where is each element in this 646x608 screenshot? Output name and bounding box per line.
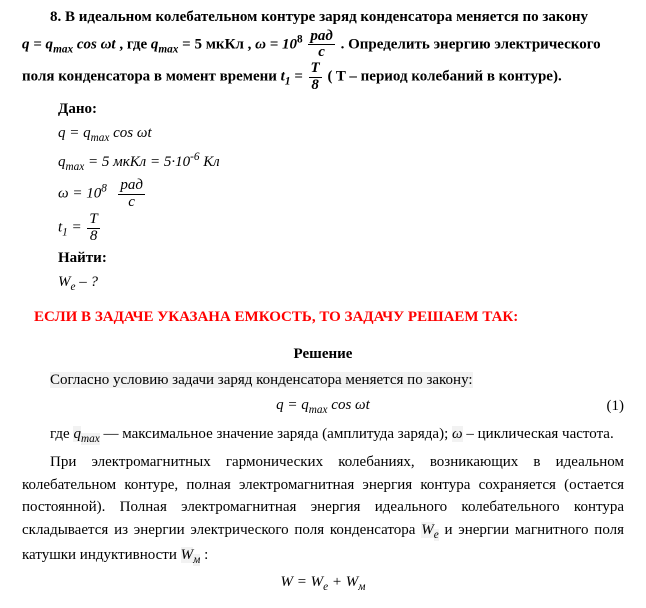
text: В идеальном колебательном контуре заряд … — [65, 9, 588, 25]
frac-den: 8 — [87, 228, 99, 245]
q-sub: max — [81, 433, 100, 445]
given-title: Дано: — [58, 98, 624, 121]
Wm-sub: м — [193, 554, 200, 566]
text: + W — [328, 574, 358, 590]
text: = — [68, 220, 86, 236]
eq-body: q = qmax cos ωt — [276, 394, 370, 419]
equation-number: (1) — [607, 395, 625, 418]
frac-T8: T 8 — [87, 212, 99, 245]
sub: max — [66, 161, 85, 173]
sub: м — [358, 581, 365, 593]
qmax-rhs: = 5 мкКл , — [178, 36, 255, 52]
frac-rad: рад с — [118, 178, 145, 211]
sup: 8 — [101, 182, 107, 194]
text: q = q — [58, 125, 91, 141]
given-row-qmax: qmax = 5 мкКл = 5·10-6 Кл — [58, 149, 624, 176]
omega-exp: 8 — [297, 33, 303, 45]
text: Согласно условию задачи заряд конденсато… — [50, 372, 473, 388]
solution-p1: Согласно условию задачи заряд конденсато… — [22, 369, 624, 392]
problem-statement: 8. В идеальном колебательном контуре зар… — [22, 6, 624, 94]
find-row: We – ? — [58, 271, 624, 296]
find-title: Найти: — [58, 247, 624, 270]
frac-den: с — [308, 44, 334, 61]
problem-line1: 8. В идеальном колебательном контуре зар… — [22, 6, 624, 29]
frac-num: рад — [308, 29, 334, 45]
solution-title: Решение — [22, 343, 624, 366]
text: ( T – период колебаний в контуре). — [327, 69, 561, 85]
where: , где — [119, 36, 151, 52]
text: W — [58, 274, 71, 290]
text: – циклическая частота. — [466, 426, 613, 442]
text: Кл — [199, 154, 219, 170]
frac-rad: рад с — [308, 29, 334, 62]
frac-num: T — [87, 212, 99, 228]
equation-2: W = We + Wм — [22, 571, 624, 596]
problem-number: 8. — [50, 9, 61, 25]
solution-p2: где qmax — максимальное значение заряда … — [22, 423, 624, 448]
text: : — [204, 547, 208, 563]
eq-q-sub: max — [53, 43, 73, 55]
We-sub: e — [434, 529, 439, 541]
eq-cos: cos ωt — [73, 36, 116, 52]
text: – ? — [76, 274, 99, 290]
Wm-sym: W — [181, 547, 194, 563]
frac-num: рад — [118, 178, 145, 194]
solution-p3: При электромагнитных гармонических колеб… — [22, 451, 624, 568]
frac-den: с — [118, 194, 145, 211]
conditional-hint: ЕСЛИ В ЗАДАЧЕ УКАЗАНА ЕМКОСТЬ, ТО ЗАДАЧУ… — [34, 306, 624, 329]
text: W = W — [281, 574, 324, 590]
text: поля конденсатора в момент времени — [22, 69, 281, 85]
text: . Определить энергию электрического — [341, 36, 601, 52]
text: где — [50, 426, 73, 442]
eq-q: q = q — [22, 36, 53, 52]
omega-eq: ω = 10 — [255, 36, 297, 52]
equation-1: q = qmax cos ωt (1) — [22, 394, 624, 419]
text: q — [58, 154, 66, 170]
frac-T8: T 8 — [309, 61, 322, 94]
sub: max — [309, 404, 328, 416]
text: ω = 10 — [58, 185, 101, 201]
eq-body: W = We + Wм — [281, 571, 366, 596]
frac-num: T — [309, 61, 322, 77]
qmax-sub: max — [158, 43, 178, 55]
text: = 5 мкКл = 5·10 — [84, 154, 190, 170]
text: q = q — [276, 397, 309, 413]
text: — максимальное значение заряда (амплитуд… — [103, 426, 452, 442]
q-sym: q — [73, 426, 81, 442]
omega-sym: ω — [452, 426, 463, 442]
t1-eq: = — [290, 69, 306, 85]
given-block: Дано: q = qmax cos ωt qmax = 5 мкКл = 5·… — [22, 98, 624, 297]
text: cos ωt — [328, 397, 370, 413]
given-row-t1: t1 = T 8 — [58, 212, 624, 245]
given-row-omega: ω = 108 рад с — [58, 178, 624, 211]
We-sym: W — [421, 522, 434, 538]
problem-line2: q = qmax cos ωt , где qmax = 5 мкКл , ω … — [22, 29, 624, 62]
text: cos ωt — [109, 125, 151, 141]
sub: max — [91, 132, 110, 144]
frac-den: 8 — [309, 77, 322, 94]
given-row-q: q = qmax cos ωt — [58, 122, 624, 147]
problem-line3: поля конденсатора в момент времени t1 = … — [22, 61, 624, 94]
